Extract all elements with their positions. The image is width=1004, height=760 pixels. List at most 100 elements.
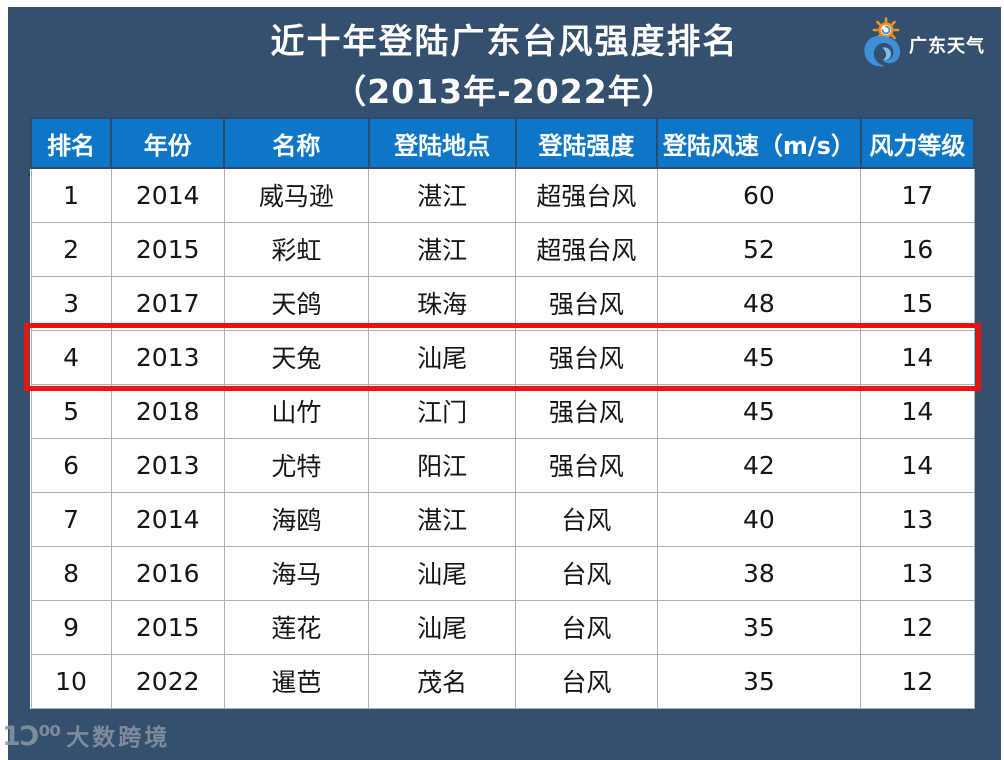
table-cell: 14 [860,437,975,493]
table-cell: 彩虹 [223,221,370,277]
table-cell: 莲花 [223,599,370,655]
dashu-logo-icon: 1Ɔ⁰⁰ [2,721,61,752]
table-cell: 42 [656,437,862,493]
column-header: 登陆强度 [514,117,659,169]
table-cell: 台风 [515,653,658,709]
table-cell: 超强台风 [515,167,658,223]
table-cell: 2018 [110,383,225,439]
title-block: 近十年登陆广东台风强度排名 （2013年-2022年） [8,7,1001,117]
table-cell: 强台风 [515,437,658,493]
table-cell: 汕尾 [368,599,517,655]
table-cell: 16 [860,221,975,277]
table-cell: 48 [656,275,862,331]
table-row-highlighted: 4 2013 天兔 汕尾 强台风 45 14 [24,323,981,391]
table-cell: 2 [30,221,112,277]
table-cell: 35 [656,599,862,655]
column-header: 排名 [29,117,113,169]
table-row: 8 2016 海马 汕尾 台风 38 13 [30,545,975,601]
table-cell: 60 [656,167,862,223]
table-cell: 13 [860,491,975,547]
table-cell: 10 [30,653,112,709]
column-header: 名称 [223,117,370,169]
table-cell: 汕尾 [368,545,517,601]
table-cell: 2015 [110,599,225,655]
table-cell: 12 [860,653,975,709]
typhoon-ranking-table: 排名 年份 名称 登陆地点 登陆强度 登陆风速（m/s） 风力等级 1 2014 威马逊 湛江 超强… [24,117,981,709]
sun-typhoon-icon [864,17,901,67]
table-row: 2 2015 彩虹 湛江 超强台风 52 16 [30,221,975,277]
table-cell: 45 [656,383,862,439]
table-cell: 14 [860,329,975,385]
table-cell: 12 [860,599,975,655]
table-row: 1 2014 威马逊 湛江 超强台风 60 17 [30,167,975,223]
table-cell: 超强台风 [515,221,658,277]
page-subtitle: （2013年-2022年） [333,72,676,111]
watermark-label: 大数跨境 [66,725,171,751]
table-cell: 尤特 [223,437,370,493]
table-cell: 茂名 [368,653,517,709]
table-cell: 湛江 [368,491,517,547]
table-cell: 45 [656,329,862,385]
table-cell: 40 [656,491,862,547]
table-cell: 2017 [110,275,225,331]
table-cell: 阳江 [368,437,517,493]
table-cell: 海马 [223,545,370,601]
table-cell: 台风 [515,599,658,655]
infographic-frame: 近十年登陆广东台风强度排名 （2013年-2022年） [8,7,1001,760]
table-row: 10 2022 暹芭 茂名 台风 35 12 [30,653,975,709]
table-cell: 52 [656,221,862,277]
table-cell: 珠海 [368,275,517,331]
column-header: 登陆风速（m/s） [656,117,862,169]
table-cell: 天鸽 [223,275,370,331]
table-cell: 9 [30,599,112,655]
table-row: 3 2017 天鸽 珠海 强台风 48 15 [30,275,975,331]
brand-logo: 广东天气 [857,17,985,73]
table-cell: 台风 [515,491,658,547]
table-cell: 15 [860,275,975,331]
table-row: 7 2014 海鸥 湛江 台风 40 13 [30,491,975,547]
table-row: 5 2018 山竹 江门 强台风 45 14 [30,383,975,439]
table-cell: 6 [30,437,112,493]
table-cell: 2013 [110,437,225,493]
column-header: 年份 [110,117,226,169]
table-cell: 35 [656,653,862,709]
table-cell: 湛江 [368,221,517,277]
watermark: 1Ɔ⁰⁰ 大数跨境 [2,718,170,752]
brand-label: 广东天气 [909,36,985,57]
table-cell: 2022 [110,653,225,709]
table-row: 9 2015 莲花 汕尾 台风 35 12 [30,599,975,655]
table-cell: 38 [656,545,862,601]
table-cell: 威马逊 [223,167,370,223]
table-cell: 13 [860,545,975,601]
table-cell: 强台风 [515,383,658,439]
table-cell: 台风 [515,545,658,601]
table-cell: 海鸥 [223,491,370,547]
table-header-row: 排名 年份 名称 登陆地点 登陆强度 登陆风速（m/s） 风力等级 [29,117,976,169]
table-cell: 强台风 [515,329,658,385]
table-cell: 汕尾 [368,329,517,385]
table-cell: 1 [30,167,112,223]
table-row: 6 2013 尤特 阳江 强台风 42 14 [30,437,975,493]
table-cell: 2016 [110,545,225,601]
table-cell: 2014 [110,491,225,547]
column-header: 风力等级 [859,117,976,169]
table-cell: 5 [30,383,112,439]
table-cell: 3 [30,275,112,331]
table-cell: 8 [30,545,112,601]
table-cell: 4 [30,329,112,385]
page-title: 近十年登陆广东台风强度排名 [270,22,739,62]
table-cell: 天兔 [223,329,370,385]
table-cell: 2014 [110,167,225,223]
table-cell: 暹芭 [223,653,370,709]
column-header: 登陆地点 [367,117,517,169]
table-cell: 湛江 [368,167,517,223]
table-cell: 2013 [110,329,225,385]
table-cell: 2015 [110,221,225,277]
table-cell: 江门 [368,383,517,439]
table-cell: 山竹 [223,383,370,439]
table-cell: 14 [860,383,975,439]
table-cell: 7 [30,491,112,547]
table-cell: 17 [860,167,975,223]
table-cell: 强台风 [515,275,658,331]
